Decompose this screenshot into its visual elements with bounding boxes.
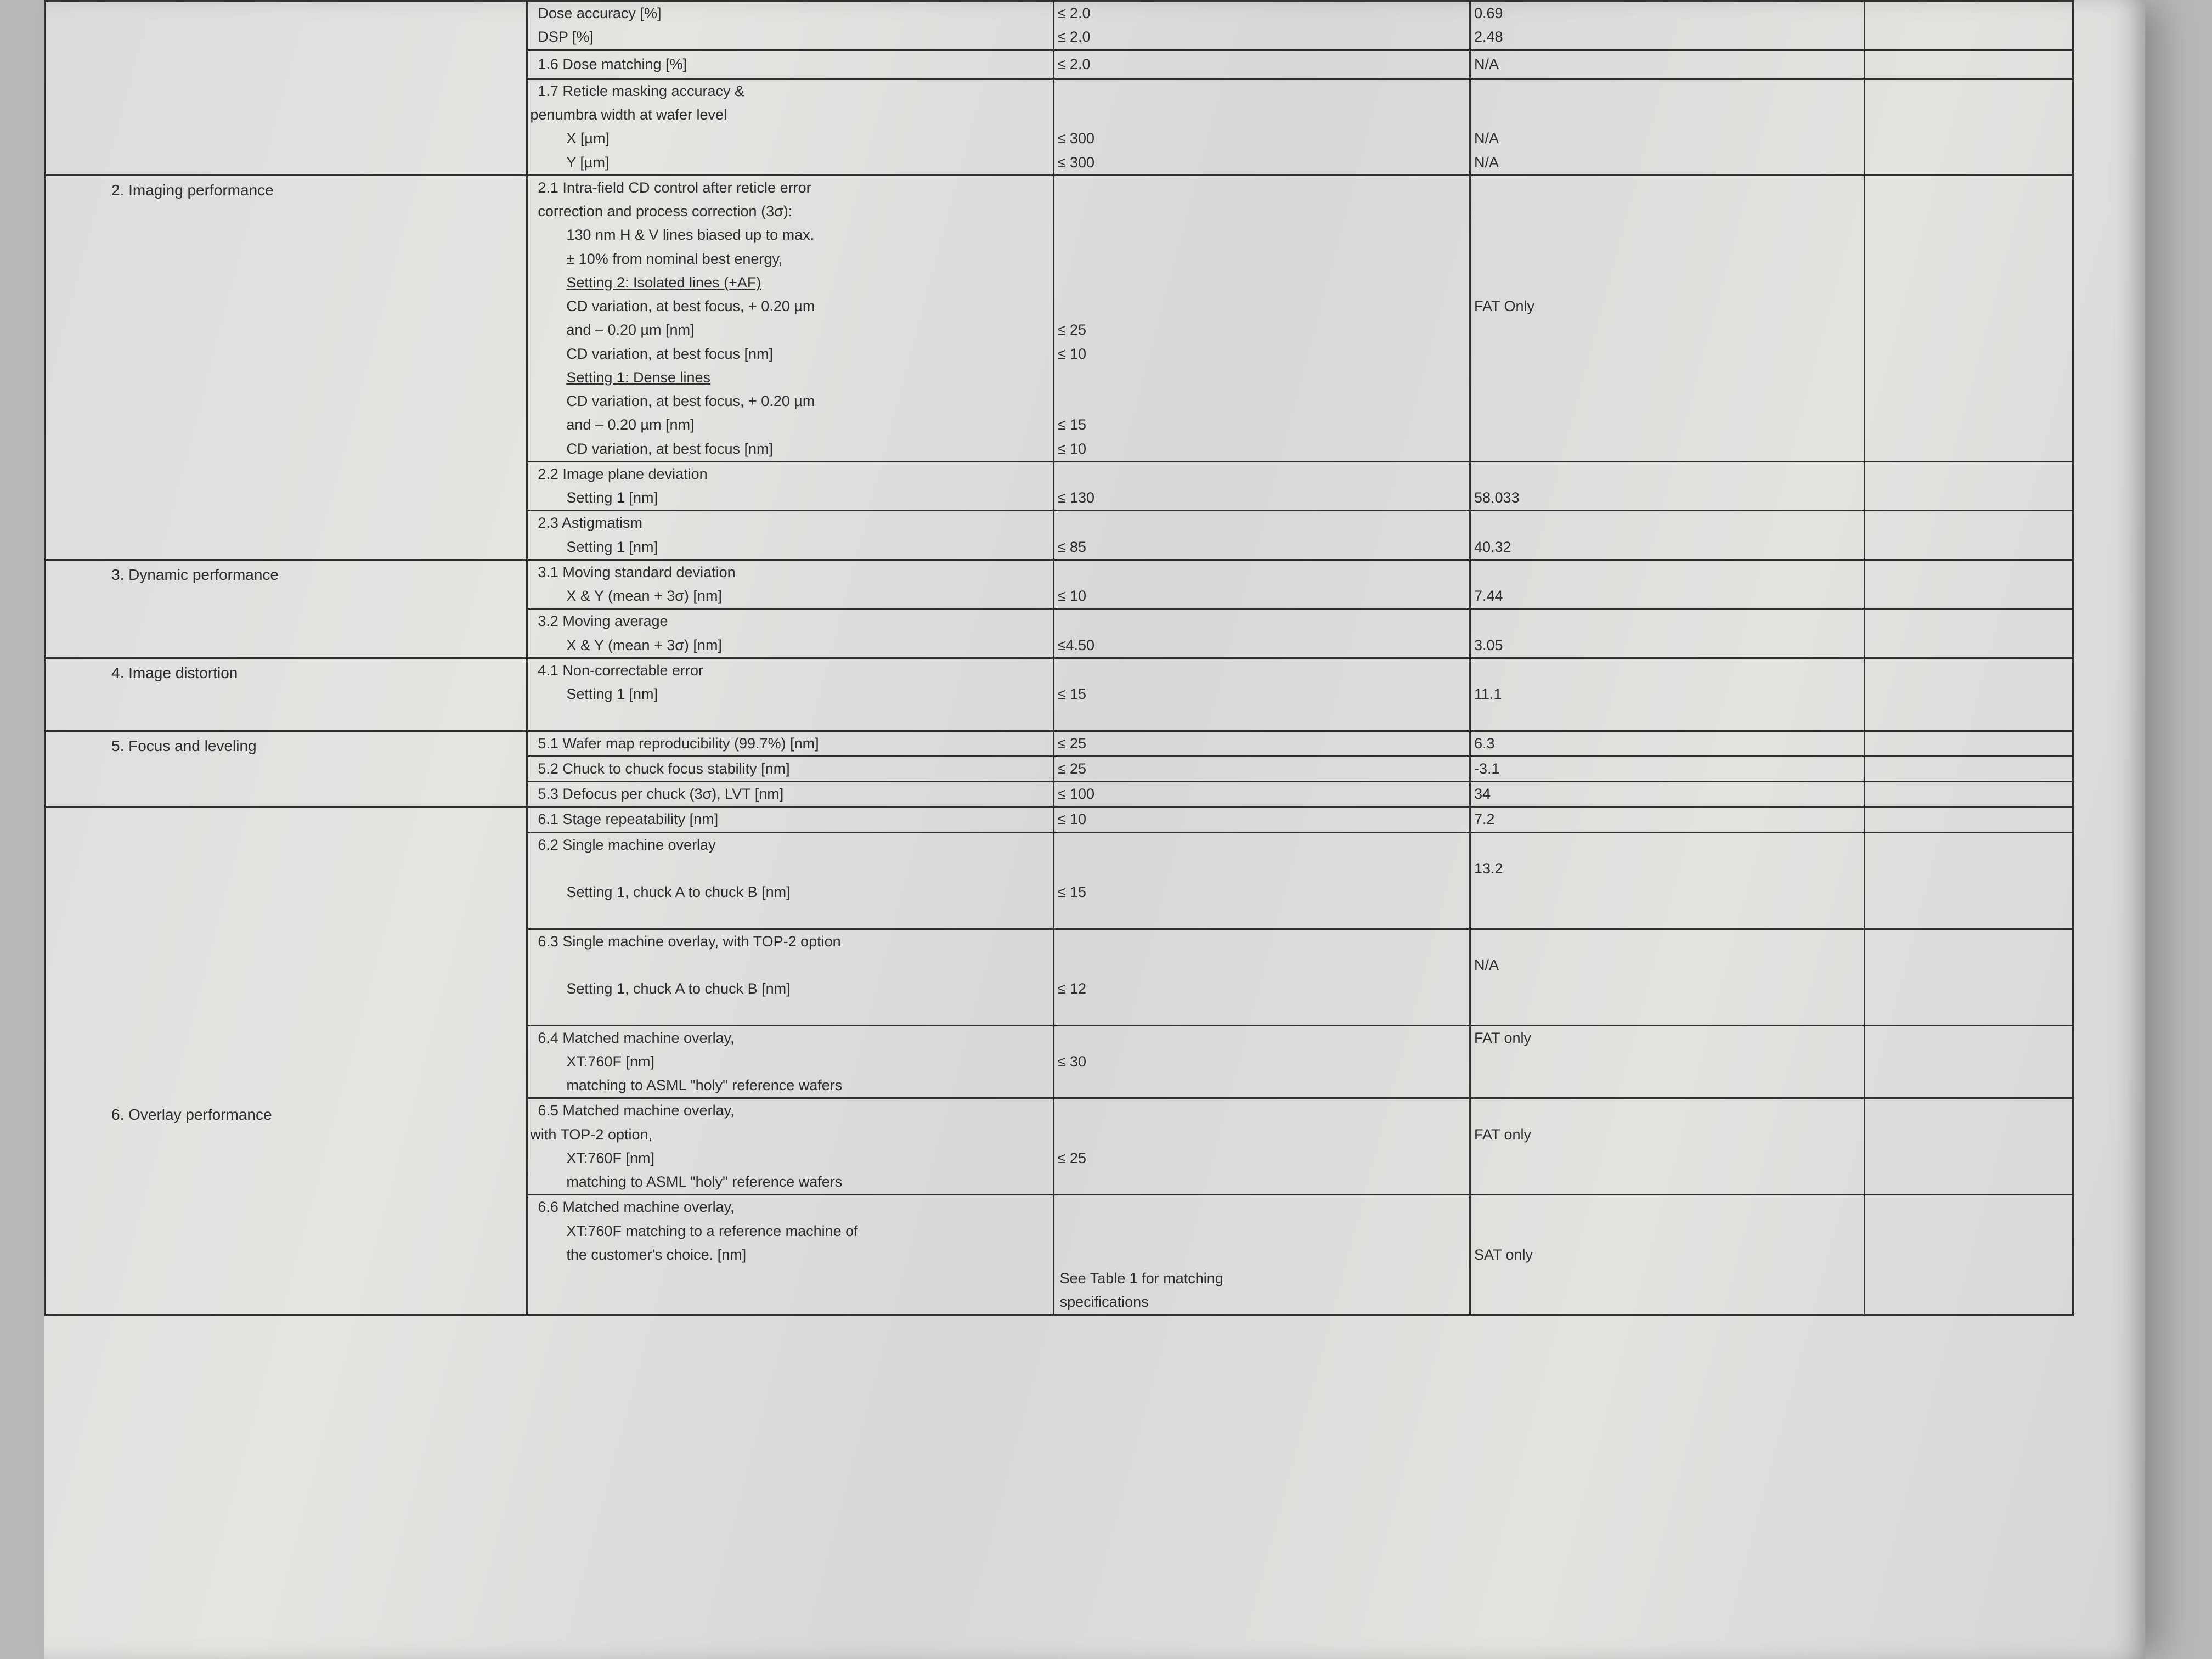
- r6-4-spec: ≤ 30: [1054, 1050, 1469, 1074]
- r5-2-val: -3.1: [1471, 757, 1864, 781]
- r6-2-spec: ≤ 15: [1054, 881, 1469, 904]
- r1-dose-acc-spec: ≤ 2.0 ≤ 2.0: [1053, 1, 1470, 50]
- r6-3-desc: 6.3 Single machine overlay, with TOP-2 o…: [527, 929, 1053, 1025]
- reticle-masking-desc: 1.7 Reticle masking accuracy & penumbra …: [527, 78, 1053, 175]
- r2-3-val: 40.32: [1471, 535, 1864, 559]
- r3-2-val: 3.05: [1471, 634, 1864, 657]
- section-3-title: 3. Dynamic performance: [46, 561, 526, 589]
- r6-5-spec: ≤ 25: [1054, 1147, 1469, 1170]
- r6-6-spec: See Table 1 for matching: [1054, 1267, 1469, 1290]
- r4-1-spec: ≤ 15: [1054, 682, 1469, 706]
- r5-3-spec: ≤ 100: [1054, 782, 1469, 806]
- r2-1-spec: ≤ 25 ≤ 10 ≤ 15 ≤ 10: [1053, 175, 1470, 461]
- r1-dose-acc-desc: Dose accuracy [%] DSP [%]: [527, 1, 1053, 50]
- r5-1-label: 5.1 Wafer map reproducibility (99.7%) [n…: [528, 732, 1052, 755]
- r3-2-desc: 3.2 Moving average X & Y (mean + 3σ) [nm…: [527, 609, 1053, 658]
- dsp-label: DSP [%]: [528, 25, 1052, 49]
- r3-1-desc: 3.1 Moving standard deviation X & Y (mea…: [527, 560, 1053, 609]
- r2-3-spec: ≤ 85: [1054, 535, 1469, 559]
- r6-1-val: 7.2: [1471, 808, 1864, 831]
- r2-2-desc: 2.2 Image plane deviation Setting 1 [nm]: [527, 461, 1053, 511]
- r6-5-val: FAT only: [1471, 1123, 1864, 1147]
- reticle-masking-spec: ≤ 300 ≤ 300: [1053, 78, 1470, 175]
- r5-2-label: 5.2 Chuck to chuck focus stability [nm]: [528, 757, 1052, 781]
- r6-2-val: 13.2: [1471, 857, 1864, 881]
- r3-1-val: 7.44: [1471, 584, 1864, 608]
- section-6-title: 6. Overlay performance: [46, 808, 526, 1129]
- section-2-title: 2. Imaging performance: [46, 176, 526, 205]
- r2-1-desc: 2.1 Intra-field CD control after reticle…: [527, 175, 1053, 461]
- section-5-title: 5. Focus and leveling: [46, 732, 526, 760]
- r1-dose-acc-extra: [1865, 1, 2073, 50]
- spec-table: Dose accuracy [%] DSP [%] ≤ 2.0 ≤ 2.0 0.…: [44, 0, 2074, 1316]
- r2-3-desc: 2.3 Astigmatism Setting 1 [nm]: [527, 511, 1053, 560]
- r6-3-val: N/A: [1471, 953, 1864, 977]
- r6-1-label: 6.1 Stage repeatability [nm]: [528, 808, 1052, 831]
- section-5-cell: 5. Focus and leveling: [45, 731, 527, 807]
- r6-4-desc: 6.4 Matched machine overlay, XT:760F [nm…: [527, 1025, 1053, 1098]
- r6-5-desc: 6.5 Matched machine overlay, with TOP-2 …: [527, 1098, 1053, 1195]
- r6-1-spec: ≤ 10: [1054, 808, 1469, 831]
- section-4-title: 4. Image distortion: [46, 659, 526, 687]
- r5-1-val: 6.3: [1471, 732, 1864, 755]
- r1-dose-acc-val: 0.69 2.48: [1470, 1, 1865, 50]
- r6-3-spec: ≤ 12: [1054, 977, 1469, 1001]
- section-1-cell: [45, 1, 527, 176]
- section-4-cell: 4. Image distortion: [45, 658, 527, 731]
- r5-3-label: 5.3 Defocus per chuck (3σ), LVT [nm]: [528, 782, 1052, 806]
- r6-6-val: SAT only: [1471, 1243, 1864, 1267]
- r4-1-desc: 4.1 Non-correctable error Setting 1 [nm]: [527, 658, 1053, 731]
- r6-2-desc: 6.2 Single machine overlay Setting 1, ch…: [527, 832, 1053, 929]
- section-2-cell: 2. Imaging performance: [45, 175, 527, 560]
- r4-1-val: 11.1: [1471, 682, 1864, 706]
- section-6-cell: 6. Overlay performance: [45, 807, 527, 1315]
- dose-matching-spec: ≤ 2.0: [1054, 51, 1469, 78]
- r5-3-val: 34: [1471, 782, 1864, 806]
- section-3-cell: 3. Dynamic performance: [45, 560, 527, 658]
- reticle-masking-val: N/A N/A: [1470, 78, 1865, 175]
- r2-1-val: FAT Only: [1470, 175, 1865, 461]
- r6-6-desc: 6.6 Matched machine overlay, XT:760F mat…: [527, 1195, 1053, 1315]
- r3-2-spec: ≤4.50: [1054, 634, 1469, 657]
- dose-accuracy-label: Dose accuracy [%]: [528, 2, 1052, 25]
- r6-4-val: FAT only: [1471, 1026, 1864, 1050]
- dose-matching-label: 1.6 Dose matching [%]: [528, 51, 1052, 78]
- r5-2-spec: ≤ 25: [1054, 757, 1469, 781]
- r2-2-spec: ≤ 130: [1054, 486, 1469, 510]
- r5-1-spec: ≤ 25: [1054, 732, 1469, 755]
- r3-1-spec: ≤ 10: [1054, 584, 1469, 608]
- r2-2-val: 58.033: [1471, 486, 1864, 510]
- dose-matching-val: N/A: [1471, 51, 1864, 78]
